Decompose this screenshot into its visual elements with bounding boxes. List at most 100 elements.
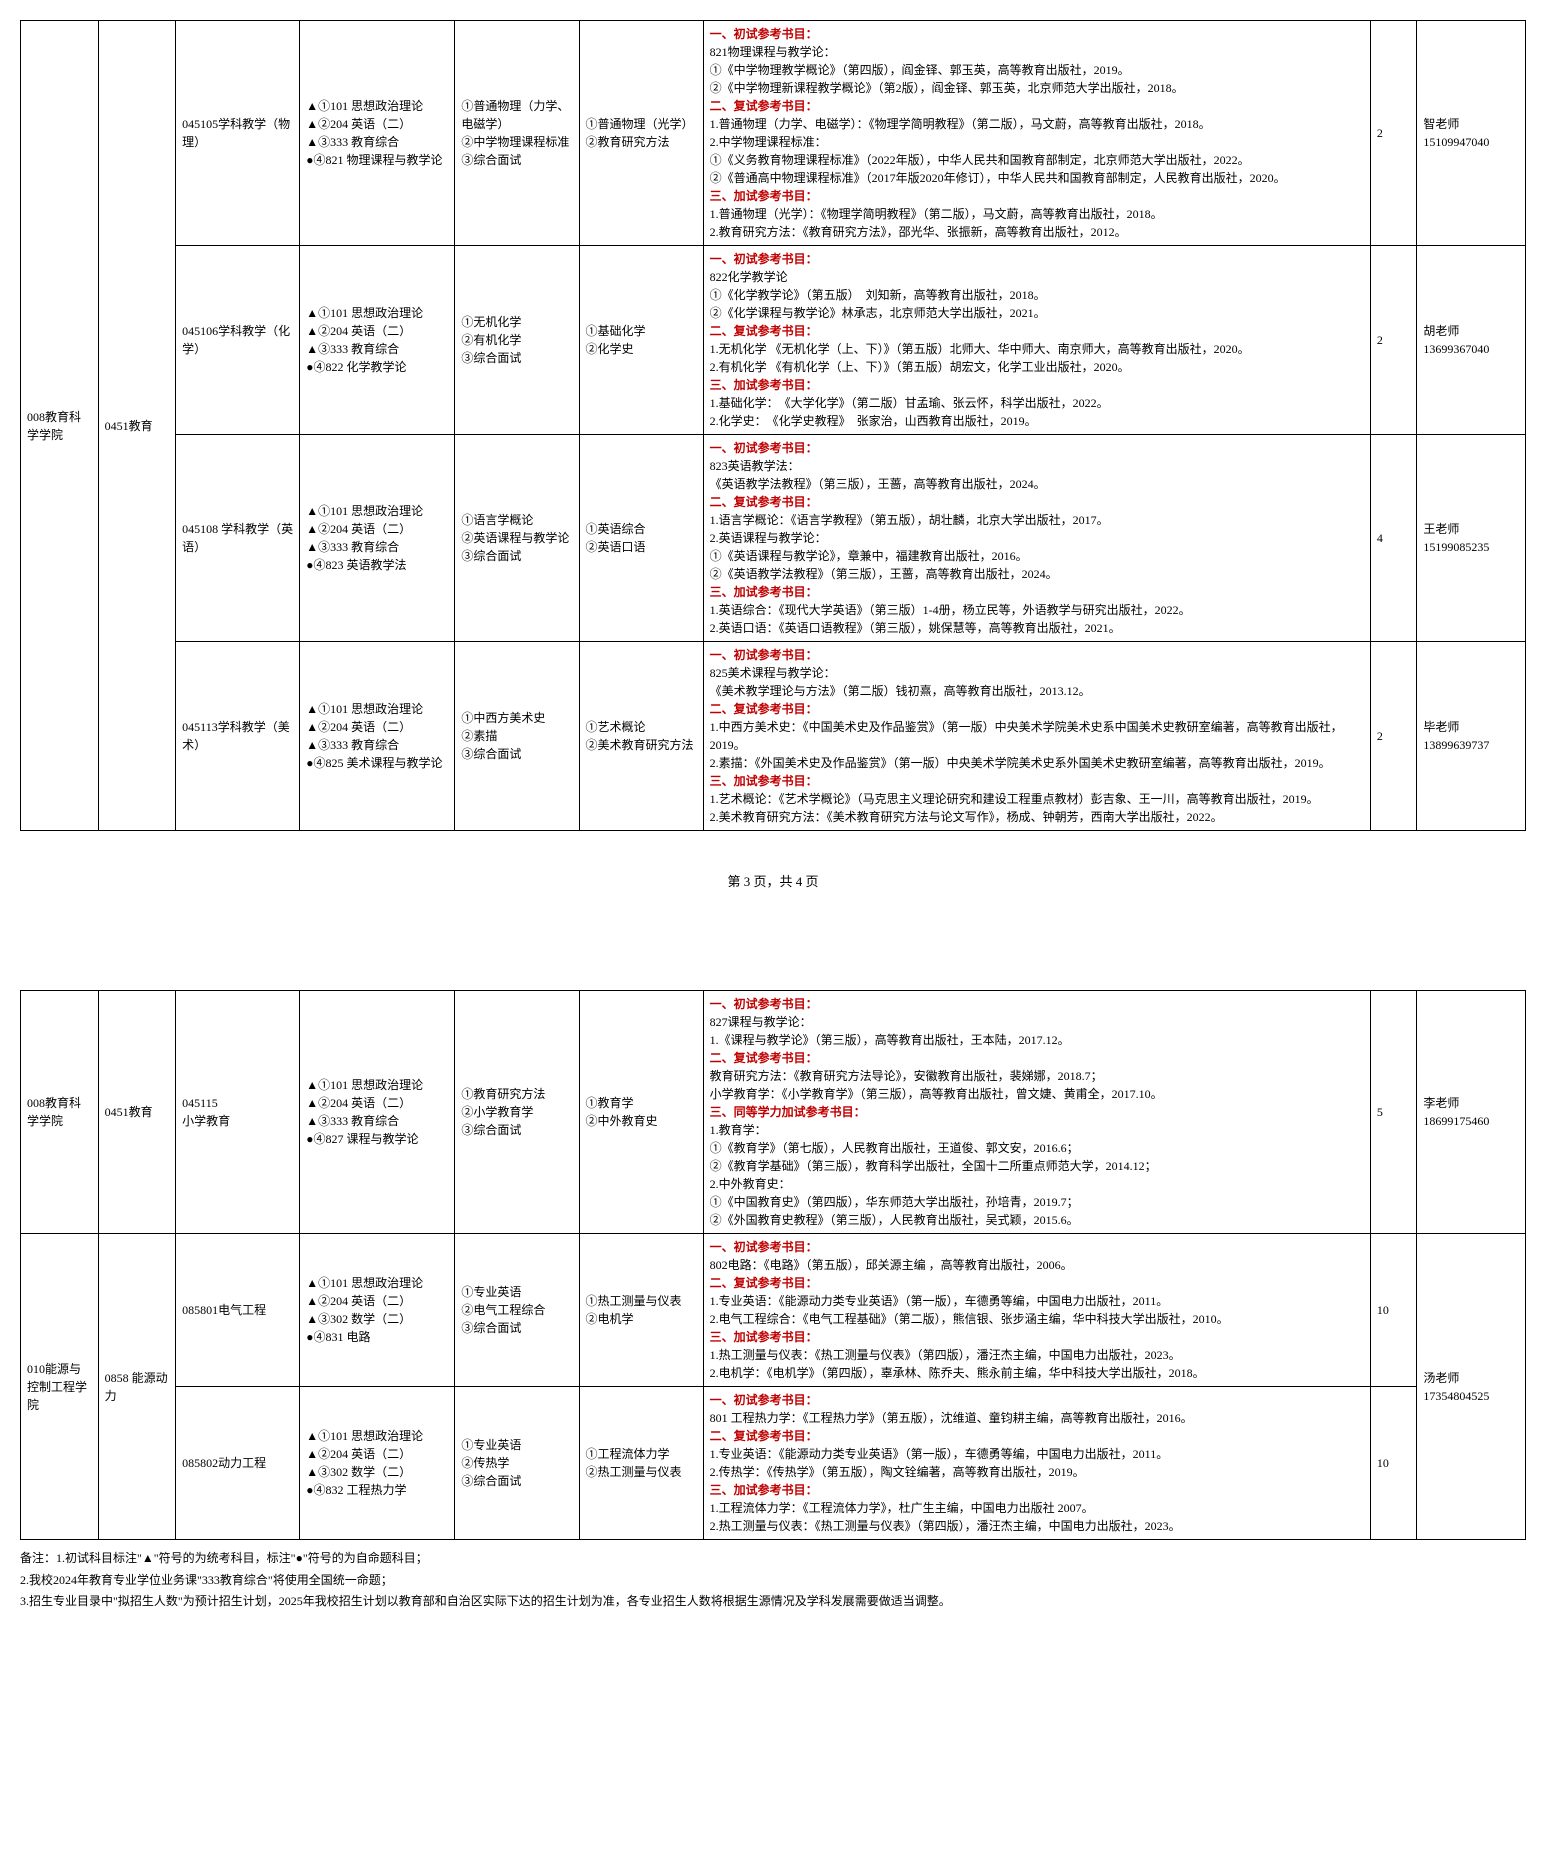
college-cell: 010能源与控制工程学院 <box>21 1234 99 1540</box>
subject-cell: ①语言学概论②英语课程与教学论③综合面试 <box>455 435 579 642</box>
exam-cell: ▲①101 思想政治理论▲②204 英语（二）▲③302 数学（二）●④832 … <box>300 1387 455 1540</box>
quota-cell: 10 <box>1370 1387 1417 1540</box>
subject-cell: ①无机化学②有机化学③综合面试 <box>455 246 579 435</box>
ref-body: 801 工程热力学：《工程热力学》（第五版），沈维道、童钧耕主编，高等教育出版社… <box>710 1411 1193 1425</box>
ref-title: 二、复试参考书目： <box>710 702 818 716</box>
quota-cell: 10 <box>1370 1234 1417 1387</box>
retest-cell: ①基础化学②化学史 <box>579 246 703 435</box>
table-row: 045108 学科教学（英语） ▲①101 思想政治理论▲②204 英语（二）▲… <box>21 435 1526 642</box>
ref-body: 1.中西方美术史：《中国美术史及作品鉴赏》（第一版）中央美术学院美术史系中国美术… <box>710 720 1343 770</box>
ref-title: 一、初试参考书目： <box>710 441 818 455</box>
subject-cell: ①教育研究方法②小学教育学③综合面试 <box>455 991 579 1234</box>
reference-cell: 一、初试参考书目： 822化学教学论①《化学教学论》（第五版） 刘知新，高等教育… <box>703 246 1370 435</box>
contact-cell: 王老师15199085235 <box>1417 435 1526 642</box>
direction-cell: 045115小学教育 <box>176 991 300 1234</box>
contact-cell: 毕老师13899639737 <box>1417 642 1526 831</box>
exam-cell: ▲①101 思想政治理论▲②204 英语（二）▲③333 教育综合●④823 英… <box>300 435 455 642</box>
footnotes: 备注：1.初试科目标注"▲"符号的为统考科目，标注"●"符号的为自命题科目； 2… <box>20 1548 1526 1613</box>
ref-body: 1.英语综合：《现代大学英语》（第三版）1-4册，杨立民等，外语教学与研究出版社… <box>710 603 1191 635</box>
reference-cell: 一、初试参考书目： 801 工程热力学：《工程热力学》（第五版），沈维道、童钧耕… <box>703 1387 1370 1540</box>
table-row: 008教育科学学院 0451教育 045115小学教育 ▲①101 思想政治理论… <box>21 991 1526 1234</box>
ref-title: 二、复试参考书目： <box>710 324 818 338</box>
ref-title: 二、复试参考书目： <box>710 99 818 113</box>
ref-body: 1.热工测量与仪表：《热工测量与仪表》（第四版），潘汪杰主编，中国电力出版社，2… <box>710 1348 1205 1380</box>
page-number: 第 3 页，共 4 页 <box>20 871 1526 890</box>
direction-cell: 045105学科教学（物理） <box>176 21 300 246</box>
ref-body: 1.专业英语：《能源动力类专业英语》（第一版），车德勇等编，中国电力出版社，20… <box>710 1294 1229 1326</box>
retest-cell: ①热工测量与仪表②电机学 <box>579 1234 703 1387</box>
retest-cell: ①工程流体力学②热工测量与仪表 <box>579 1387 703 1540</box>
ref-title: 三、加试参考书目： <box>710 774 818 788</box>
reference-cell: 一、初试参考书目： 821物理课程与教学论：①《中学物理教学概论》（第四版），阎… <box>703 21 1370 246</box>
ref-title: 一、初试参考书目： <box>710 1393 818 1407</box>
contact-cell: 汤老师17354804525 <box>1417 1234 1526 1540</box>
reference-cell: 一、初试参考书目： 802电路：《电路》（第五版），邱关源主编 ，高等教育出版社… <box>703 1234 1370 1387</box>
ref-body: 教育研究方法：《教育研究方法导论》，安徽教育出版社，裴娣娜，2018.7；小学教… <box>710 1069 1163 1101</box>
ref-title: 一、初试参考书目： <box>710 648 818 662</box>
subject-cell: ①专业英语②电气工程综合③综合面试 <box>455 1234 579 1387</box>
ref-title: 三、加试参考书目： <box>710 1330 818 1344</box>
major-cell: 0451教育 <box>98 991 176 1234</box>
quota-cell: 2 <box>1370 642 1417 831</box>
quota-cell: 5 <box>1370 991 1417 1234</box>
retest-cell: ①英语综合②英语口语 <box>579 435 703 642</box>
direction-cell: 045108 学科教学（英语） <box>176 435 300 642</box>
ref-title: 二、复试参考书目： <box>710 1051 818 1065</box>
ref-title: 三、加试参考书目： <box>710 189 818 203</box>
subject-cell: ①专业英语②传热学③综合面试 <box>455 1387 579 1540</box>
ref-body: 1.普通物理（光学）：《物理学简明教程》（第二版），马文蔚，高等教育出版社，20… <box>710 207 1163 239</box>
table-row: 008教育科学学院 0451教育 045105学科教学（物理） ▲①101 思想… <box>21 21 1526 246</box>
ref-title: 三、加试参考书目： <box>710 1483 818 1497</box>
ref-title: 一、初试参考书目： <box>710 27 818 41</box>
note-line: 3.招生专业目录中"拟招生人数"为预计招生计划，2025年我校招生计划以教育部和… <box>20 1591 1526 1613</box>
ref-body: 1.专业英语：《能源动力类专业英语》（第一版），车德勇等编，中国电力出版社，20… <box>710 1447 1169 1479</box>
ref-body: 1.基础化学： 《大学化学》（第二版）甘孟瑜、张云怀，科学出版社，2022。2.… <box>710 396 1109 428</box>
contact-cell: 胡老师13699367040 <box>1417 246 1526 435</box>
reference-cell: 一、初试参考书目： 823英语教学法：《英语教学法教程》（第三版），王蔷，高等教… <box>703 435 1370 642</box>
ref-body: 1.语言学概论：《语言学教程》（第五版），胡壮麟，北京大学出版社，2017。2.… <box>710 513 1109 581</box>
ref-body: 1.工程流体力学：《工程流体力学》，杜广生主编，中国电力出版社 2007。2.热… <box>710 1501 1181 1533</box>
contact-cell: 智老师15109947040 <box>1417 21 1526 246</box>
quota-cell: 2 <box>1370 246 1417 435</box>
ref-body: 1.艺术概论：《艺术学概论》（马克思主义理论研究和建设工程重点教材）彭吉象、王一… <box>710 792 1319 824</box>
quota-cell: 4 <box>1370 435 1417 642</box>
subject-cell: ①中西方美术史②素描③综合面试 <box>455 642 579 831</box>
ref-body: 802电路：《电路》（第五版），邱关源主编 ，高等教育出版社，2006。 <box>710 1258 1073 1272</box>
ref-body: 827课程与教学论：1.《课程与教学论》（第三版），高等教育出版社，王本陆，20… <box>710 1015 1070 1047</box>
ref-title: 三、加试参考书目： <box>710 378 818 392</box>
retest-cell: ①艺术概论②美术教育研究方法 <box>579 642 703 831</box>
ref-body: 1.普通物理（力学、电磁学）：《物理学简明教程》（第二版），马文蔚，高等教育出版… <box>710 117 1286 185</box>
ref-body: 1.教育学：①《教育学》（第七版），人民教育出版社，王道俊、郭文安，2016.6… <box>710 1123 1157 1227</box>
college-cell: 008教育科学学院 <box>21 991 99 1234</box>
quota-cell: 2 <box>1370 21 1417 246</box>
major-cell: 0858 能源动力 <box>98 1234 176 1540</box>
ref-title: 三、同等学力加试参考书目： <box>710 1105 866 1119</box>
reference-cell: 一、初试参考书目： 825美术课程与教学论：《美术教学理论与方法》（第二版）钱初… <box>703 642 1370 831</box>
ref-title: 一、初试参考书目： <box>710 997 818 1011</box>
ref-body: 821物理课程与教学论：①《中学物理教学概论》（第四版），阎金铎、郭玉英，高等教… <box>710 45 1184 95</box>
ref-title: 一、初试参考书目： <box>710 1240 818 1254</box>
exam-cell: ▲①101 思想政治理论▲②204 英语（二）▲③302 数学（二）●④831 … <box>300 1234 455 1387</box>
ref-body: 822化学教学论①《化学教学论》（第五版） 刘知新，高等教育出版社，2018。②… <box>710 270 1046 320</box>
college-cell: 008教育科学学院 <box>21 21 99 831</box>
direction-cell: 045106学科教学（化学） <box>176 246 300 435</box>
admissions-table-2: 008教育科学学院 0451教育 045115小学教育 ▲①101 思想政治理论… <box>20 990 1526 1540</box>
ref-body: 1.无机化学 《无机化学（上、下）》（第五版）北师大、华中师大、南京师大，高等教… <box>710 342 1250 374</box>
ref-title: 三、加试参考书目： <box>710 585 818 599</box>
note-line: 备注：1.初试科目标注"▲"符号的为统考科目，标注"●"符号的为自命题科目； <box>20 1548 1526 1570</box>
exam-cell: ▲①101 思想政治理论▲②204 英语（二）▲③333 教育综合●④825 美… <box>300 642 455 831</box>
exam-cell: ▲①101 思想政治理论▲②204 英语（二）▲③333 教育综合●④822 化… <box>300 246 455 435</box>
retest-cell: ①普通物理（光学）②教育研究方法 <box>579 21 703 246</box>
retest-cell: ①教育学②中外教育史 <box>579 991 703 1234</box>
direction-cell: 085801电气工程 <box>176 1234 300 1387</box>
major-cell: 0451教育 <box>98 21 176 831</box>
table-row: 045106学科教学（化学） ▲①101 思想政治理论▲②204 英语（二）▲③… <box>21 246 1526 435</box>
ref-body: 823英语教学法：《英语教学法教程》（第三版），王蔷，高等教育出版社，2024。 <box>710 459 1046 491</box>
table-row: 045113学科教学（美术） ▲①101 思想政治理论▲②204 英语（二）▲③… <box>21 642 1526 831</box>
table-row: 010能源与控制工程学院 0858 能源动力 085801电气工程 ▲①101 … <box>21 1234 1526 1387</box>
reference-cell: 一、初试参考书目： 827课程与教学论：1.《课程与教学论》（第三版），高等教育… <box>703 991 1370 1234</box>
table-row: 085802动力工程 ▲①101 思想政治理论▲②204 英语（二）▲③302 … <box>21 1387 1526 1540</box>
ref-body: 825美术课程与教学论：《美术教学理论与方法》（第二版）钱初熹，高等教育出版社，… <box>710 666 1091 698</box>
exam-cell: ▲①101 思想政治理论▲②204 英语（二）▲③333 教育综合●④827 课… <box>300 991 455 1234</box>
ref-title: 一、初试参考书目： <box>710 252 818 266</box>
